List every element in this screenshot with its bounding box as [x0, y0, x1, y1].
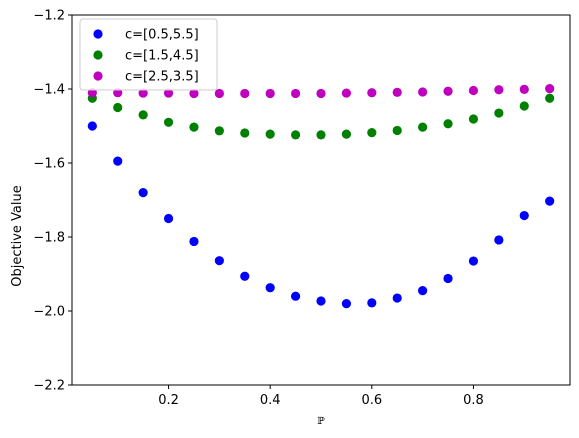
y-tick-label: −1.2: [33, 9, 65, 24]
data-point: [545, 84, 555, 94]
y-tick-label: −2.2: [33, 379, 65, 394]
data-point: [214, 88, 224, 99]
data-point: [316, 88, 326, 99]
data-point: [240, 128, 250, 138]
y-axis-ticks: −2.2 −2.0 −1.8 −1.6 −1.4 −1.2: [33, 9, 72, 394]
data-point: [519, 84, 529, 94]
data-point: [468, 256, 479, 266]
x-tick-label: 0.4: [260, 393, 281, 408]
legend-label: c=[2.5,3.5]: [125, 70, 199, 85]
legend-marker: [93, 50, 103, 60]
data-point: [113, 156, 123, 166]
data-point: [418, 122, 428, 132]
data-point: [163, 117, 174, 127]
x-tick-label: 0.6: [361, 393, 382, 408]
x-tick-label: 0.2: [158, 393, 179, 408]
x-axis-ticks: 0.2 0.4 0.6 0.8: [158, 385, 484, 408]
data-point: [519, 210, 529, 221]
data-point: [290, 88, 301, 99]
data-point: [468, 114, 479, 124]
legend-entries: c=[0.5,5.5] c=[1.5,4.5] c=[2.5,3.5]: [93, 28, 199, 85]
data-point: [138, 188, 148, 198]
data-point: [341, 299, 352, 309]
data-point: [443, 273, 453, 284]
data-point: [87, 121, 97, 131]
data-point: [494, 235, 504, 245]
data-point: [392, 293, 402, 303]
data-point: [494, 108, 504, 118]
data-point: [392, 125, 402, 136]
data-point: [163, 213, 174, 224]
series-3-points: [87, 84, 555, 99]
data-point: [189, 88, 199, 99]
data-point: [214, 256, 224, 266]
y-axis-label: Objective Value: [10, 185, 25, 286]
legend-marker: [93, 71, 103, 81]
data-point: [265, 283, 275, 293]
legend-label: c=[0.5,5.5]: [125, 28, 199, 43]
data-point: [138, 88, 148, 98]
series-2-points: [87, 93, 555, 140]
y-tick-label: −2.0: [33, 305, 65, 320]
data-point: [418, 286, 428, 296]
data-point: [494, 85, 504, 95]
legend: c=[0.5,5.5] c=[1.5,4.5] c=[2.5,3.5]: [79, 18, 218, 91]
data-point: [163, 88, 174, 98]
y-tick-label: −1.4: [33, 83, 65, 98]
data-point: [341, 129, 352, 139]
x-tick-label: 0.8: [463, 393, 484, 408]
legend-marker: [93, 29, 103, 39]
data-point: [240, 88, 250, 99]
data-point: [545, 93, 555, 103]
data-point: [113, 102, 123, 113]
data-point: [290, 291, 301, 301]
data-point: [189, 122, 199, 132]
data-point: [265, 129, 275, 139]
data-point: [392, 87, 402, 97]
data-point: [138, 110, 148, 120]
legend-box: [79, 18, 218, 91]
data-point: [290, 130, 301, 140]
y-tick-label: −1.6: [33, 157, 65, 172]
y-tick-label: −1.8: [33, 231, 65, 246]
data-point: [443, 119, 453, 129]
data-point: [443, 86, 453, 96]
data-point: [189, 236, 199, 247]
data-point: [316, 296, 326, 306]
data-point: [341, 88, 352, 98]
data-point: [367, 298, 377, 308]
data-point: [367, 128, 377, 138]
data-point: [214, 126, 224, 136]
data-point: [545, 196, 555, 206]
x-axis-label: ℙ: [317, 416, 325, 427]
plot-area-frame: [71, 14, 571, 386]
legend-label: c=[1.5,4.5]: [125, 49, 199, 64]
data-point: [367, 88, 377, 98]
data-point: [240, 271, 250, 281]
data-point: [519, 101, 529, 111]
series-1-points: [87, 121, 555, 309]
data-point: [468, 85, 479, 96]
data-point: [316, 130, 326, 140]
data-point: [265, 88, 275, 99]
data-points-layer: [87, 84, 555, 309]
data-point: [418, 87, 428, 97]
